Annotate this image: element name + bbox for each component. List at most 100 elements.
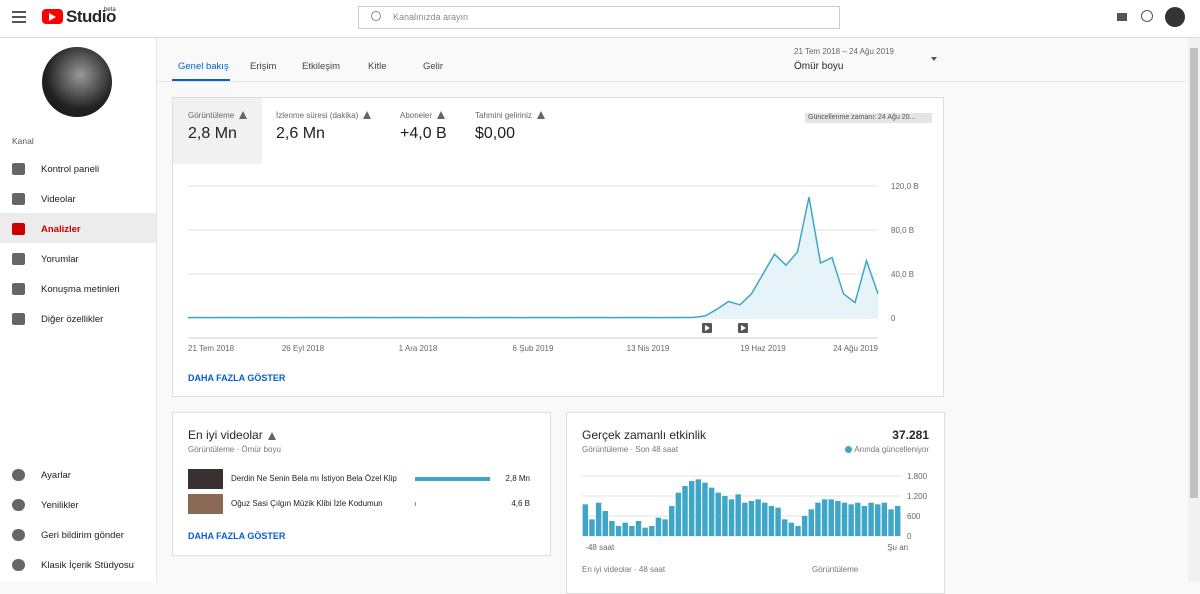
show-more[interactable]: DAHA FAZLA GÖSTER (188, 373, 285, 383)
x-tick-label: 13 Nis 2019 (627, 344, 670, 353)
tab[interactable]: Genel bakış (178, 61, 229, 72)
metric-value[interactable]: 2,6 Mn (276, 125, 325, 143)
bar (862, 506, 867, 536)
nav-item[interactable]: Konuşma metinleri (41, 284, 120, 295)
y-tick-label: 120,0 B (891, 182, 919, 191)
tab-underline (172, 79, 230, 81)
warning-icon (268, 432, 276, 440)
bar (609, 521, 614, 536)
bar (802, 516, 807, 536)
y-tick-label: 40,0 B (891, 270, 914, 279)
nav-icon (12, 283, 25, 295)
bar (895, 506, 900, 536)
bar (636, 521, 641, 536)
nav-item[interactable]: Ayarlar (41, 470, 71, 481)
nav-item[interactable]: Diğer özellikler (41, 314, 103, 325)
bar (828, 499, 833, 536)
area (188, 197, 878, 318)
video-thumbnail[interactable] (188, 494, 223, 514)
tab[interactable]: Erişim (250, 61, 276, 72)
bar (789, 523, 794, 536)
nav-icon (12, 529, 25, 541)
video-title[interactable]: Derdin Ne Senin Bela mı İstiyon Bela Öze… (231, 474, 397, 483)
x-tick-label: 6 Şub 2019 (513, 344, 554, 353)
metric-label-text: Aboneler (400, 111, 432, 120)
nav-item[interactable]: Klasik İçerik Stüdyosu (41, 560, 134, 571)
bar (749, 501, 754, 536)
nav-item[interactable]: Geri bildirim gönder (41, 530, 124, 541)
metric-label-text: Tahmini geliriniz (475, 111, 532, 120)
card-title: Gerçek zamanlı etkinlik (582, 428, 706, 442)
scrollbar[interactable] (1188, 38, 1200, 582)
card-subtitle: Görüntüleme · Ömür boyu (188, 445, 281, 454)
bar (735, 494, 740, 536)
y-tick-label: 0 (891, 314, 896, 323)
bar (415, 477, 490, 481)
nav-icon (12, 499, 25, 511)
logo-badge: beta (104, 7, 116, 13)
live-dot (845, 446, 852, 453)
scrollbar-thumb[interactable] (1190, 48, 1198, 498)
realtime-total: 37.281 (892, 428, 929, 442)
warning-icon (537, 111, 545, 119)
metric-value[interactable]: +4,0 B (400, 125, 447, 143)
nav-item[interactable]: Videolar (41, 194, 76, 205)
tab[interactable]: Kitle (368, 61, 386, 72)
bar (716, 493, 721, 536)
bar (649, 526, 654, 536)
warning-icon (363, 111, 371, 119)
bar (782, 519, 787, 536)
help-icon[interactable] (1141, 10, 1153, 22)
channel-avatar (42, 47, 112, 117)
warning-icon (239, 111, 247, 119)
page: YouTube Studio {"header": {"logo": "Stud… (0, 0, 1200, 582)
y-tick-label: 0 (907, 532, 912, 541)
nav-item[interactable]: Yenilikler (41, 500, 79, 511)
bar (742, 503, 747, 536)
tab-divider (157, 81, 1188, 82)
nav-icon (12, 313, 25, 325)
nav-icon (12, 163, 25, 175)
title: En iyi videolar (188, 428, 263, 442)
bar (835, 501, 840, 536)
bar (676, 493, 681, 536)
bar (762, 503, 767, 536)
date-range: 21 Tem 2018 – 24 Ağu 2019 (794, 47, 894, 56)
bar (815, 503, 820, 536)
footer-right: Görüntüleme (812, 565, 858, 574)
bar (696, 479, 701, 536)
date-preset[interactable]: Ömür boyu (794, 61, 843, 72)
updated-badge: Güncellenme zamanı: 24 Ağu 20... (805, 113, 932, 123)
nav-icon (12, 469, 25, 481)
bar (702, 483, 707, 536)
card-subtitle: Görüntüleme · Son 48 saat (582, 445, 678, 454)
live-status: Anında güncelleniyor (845, 445, 929, 454)
x-tick-label: 24 Ağu 2019 (833, 344, 878, 353)
bar (842, 503, 847, 536)
nav-item[interactable]: Analizler (41, 224, 81, 235)
metric-value[interactable]: $0,00 (475, 125, 515, 143)
tab[interactable]: Etkileşim (302, 61, 340, 72)
y-tick-label: 600 (907, 512, 921, 521)
search-icon (371, 11, 381, 21)
bar (629, 526, 634, 536)
tab[interactable]: Gelir (423, 61, 443, 72)
nav-item[interactable]: Yorumlar (41, 254, 79, 265)
section-label: Kanal (12, 136, 34, 146)
account-avatar[interactable] (1165, 7, 1185, 27)
menu-button[interactable] (12, 11, 26, 13)
footer-left: En iyi videolar · 48 saat (582, 565, 665, 574)
nav-item[interactable]: Kontrol paneli (41, 164, 99, 175)
bar (689, 481, 694, 536)
bar (755, 499, 760, 536)
metric-value[interactable]: 2,8 Mn (188, 125, 237, 143)
video-thumbnail[interactable] (188, 469, 223, 489)
show-more[interactable]: DAHA FAZLA GÖSTER (188, 531, 285, 541)
video-title[interactable]: Oğuz Sasi Çılgın Müzik Klibi İzle Kodumu… (231, 499, 383, 508)
create-icon[interactable] (1117, 13, 1127, 21)
bar (855, 503, 860, 536)
search-box[interactable]: Kanalınızda arayın (358, 6, 840, 29)
metric-label: Görüntüleme (188, 111, 247, 120)
dropdown-arrow[interactable] (931, 57, 937, 61)
bar (795, 526, 800, 536)
